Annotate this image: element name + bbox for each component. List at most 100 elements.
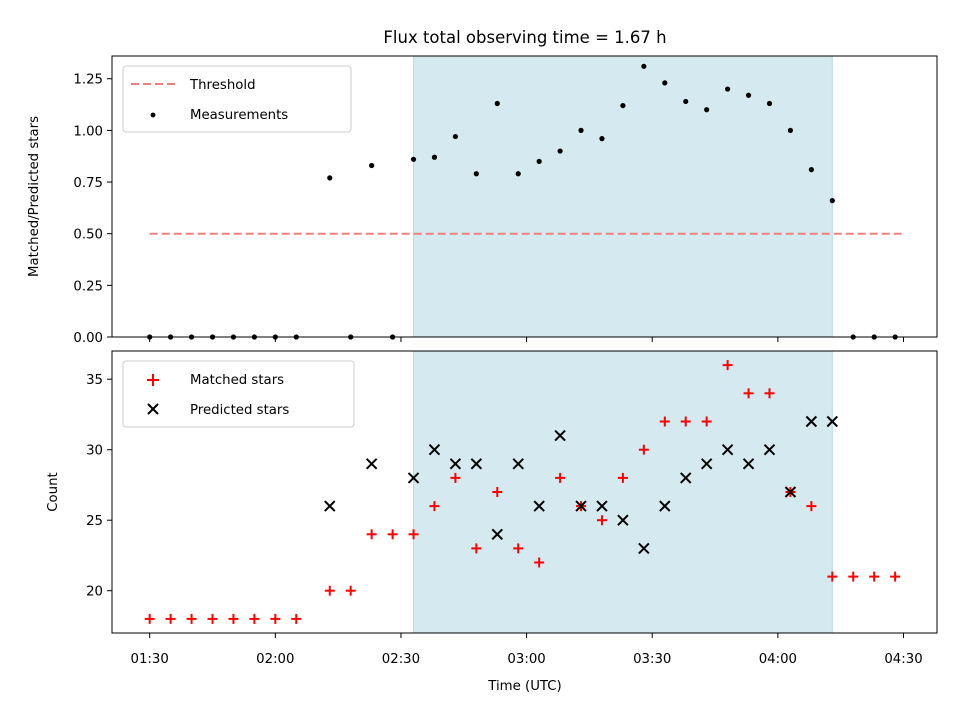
measurement-point	[410, 156, 417, 162]
measurement-point	[536, 158, 542, 164]
x-axis-label: Time (UTC)	[487, 679, 562, 694]
matched-star-marker	[890, 571, 901, 582]
bottom-y-axis-label: Count	[46, 472, 61, 512]
matched-star-marker	[207, 613, 218, 624]
measurement-point	[369, 162, 375, 169]
measurement-point	[766, 100, 773, 107]
top-y-tick-label: 0.50	[73, 228, 103, 243]
predicted-star-marker	[575, 500, 587, 512]
x-tick-label: 03:30	[633, 652, 671, 667]
predicted-star-marker	[784, 486, 797, 498]
predicted-star-marker	[659, 500, 671, 512]
measurement-point	[829, 198, 835, 204]
measurement-point	[473, 171, 479, 177]
measurement-point	[327, 175, 333, 181]
x-tick-label: 01:30	[131, 652, 169, 667]
matched-star-marker	[291, 613, 302, 624]
predicted-star-marker	[596, 500, 608, 512]
matched-star-marker	[869, 571, 880, 582]
matched-star-marker	[492, 487, 503, 497]
measurement-point	[515, 171, 521, 177]
matched-star-marker	[387, 529, 398, 540]
matched-star-marker	[429, 501, 440, 512]
predicted-star-marker	[428, 443, 441, 456]
matched-star-marker	[659, 416, 670, 427]
predicted-star-marker	[407, 472, 420, 484]
bottom-axes-frame	[111, 350, 938, 634]
measurement-point	[494, 100, 500, 107]
predicted-star-marker	[721, 443, 734, 456]
bottom-y-ticks: 20 25 30 35	[86, 373, 112, 600]
matched-star-marker	[186, 613, 197, 624]
measurement-point	[662, 80, 668, 86]
bottom-y-tick-label: 35	[86, 373, 103, 388]
measurement-point	[641, 63, 647, 69]
predicted-star-marker	[680, 472, 692, 484]
measurement-point	[578, 127, 584, 133]
bottom-legend: Matched stars Predicted stars	[122, 360, 355, 428]
x-tick-label: 04:00	[759, 652, 797, 667]
matched-star-marker	[345, 585, 356, 596]
legend-measurements-swatch	[150, 112, 156, 118]
matched-star-marker	[764, 388, 775, 399]
x-tick-label: 02:30	[382, 652, 420, 667]
predicted-star-marker	[365, 458, 378, 470]
matched-star-marker	[596, 515, 607, 526]
matched-star-marker	[513, 543, 524, 554]
matched-star-marker	[144, 613, 155, 624]
measurement-point	[725, 86, 731, 92]
matched-star-marker	[722, 360, 733, 371]
predicted-star-marker	[700, 458, 713, 470]
chart-title: Flux total observing time = 1.67 h	[383, 28, 666, 47]
matched-star-marker	[165, 613, 176, 624]
bottom-legend-box	[122, 360, 355, 428]
matched-star-marker	[617, 472, 628, 483]
measurement-point	[704, 107, 710, 113]
matched-star-marker	[270, 613, 281, 624]
matched-star-marker	[534, 557, 545, 568]
legend-predicted-label: Predicted stars	[190, 403, 289, 418]
measurement-point	[557, 148, 563, 154]
matched-star-marker	[638, 444, 649, 455]
matched-star-marker	[743, 388, 754, 399]
predicted-star-marker	[449, 458, 462, 470]
measurement-point	[599, 136, 605, 142]
top-panel: 0.00 0.25 0.50 0.75 1.00 1.25 Matched/Predict…	[27, 55, 938, 346]
measurement-point	[452, 133, 459, 140]
top-y-tick-label: 1.00	[73, 124, 103, 139]
top-y-tick-label: 0.00	[73, 331, 103, 346]
measurement-point	[620, 102, 626, 109]
matched-star-marker	[701, 416, 712, 427]
top-observing-window-shade	[413, 55, 833, 338]
measurement-point	[431, 154, 438, 160]
legend-predicted-swatch	[147, 403, 159, 415]
legend-threshold-label: Threshold	[189, 78, 256, 93]
measurement-point	[808, 167, 814, 173]
matched-star-marker	[228, 613, 239, 624]
x-tick-label: 03:00	[507, 652, 545, 667]
top-axes-frame	[111, 55, 938, 338]
top-y-tick-label: 1.25	[73, 73, 103, 88]
bottom-observing-window-shade	[413, 350, 833, 634]
predicted-star-marker	[638, 542, 650, 555]
predicted-star-marker	[826, 415, 839, 428]
top-legend-box	[122, 65, 352, 133]
predicted-star-marker	[617, 514, 629, 526]
bottom-points	[144, 360, 901, 624]
measurement-points	[147, 63, 898, 340]
predicted-star-marker	[763, 443, 776, 456]
matched-star-marker	[827, 571, 838, 582]
predicted-star-marker	[512, 458, 524, 470]
matched-star-marker	[555, 472, 566, 483]
bottom-y-tick-label: 25	[86, 514, 103, 529]
predicted-star-marker	[491, 528, 503, 541]
matched-star-marker	[324, 585, 335, 596]
matched-star-marker	[680, 416, 691, 427]
top-y-tick-label: 0.75	[73, 176, 103, 191]
predicted-star-marker	[324, 500, 336, 512]
measurement-point	[745, 92, 752, 98]
x-tick-label: 02:00	[256, 652, 294, 667]
matched-star-marker	[408, 529, 419, 540]
